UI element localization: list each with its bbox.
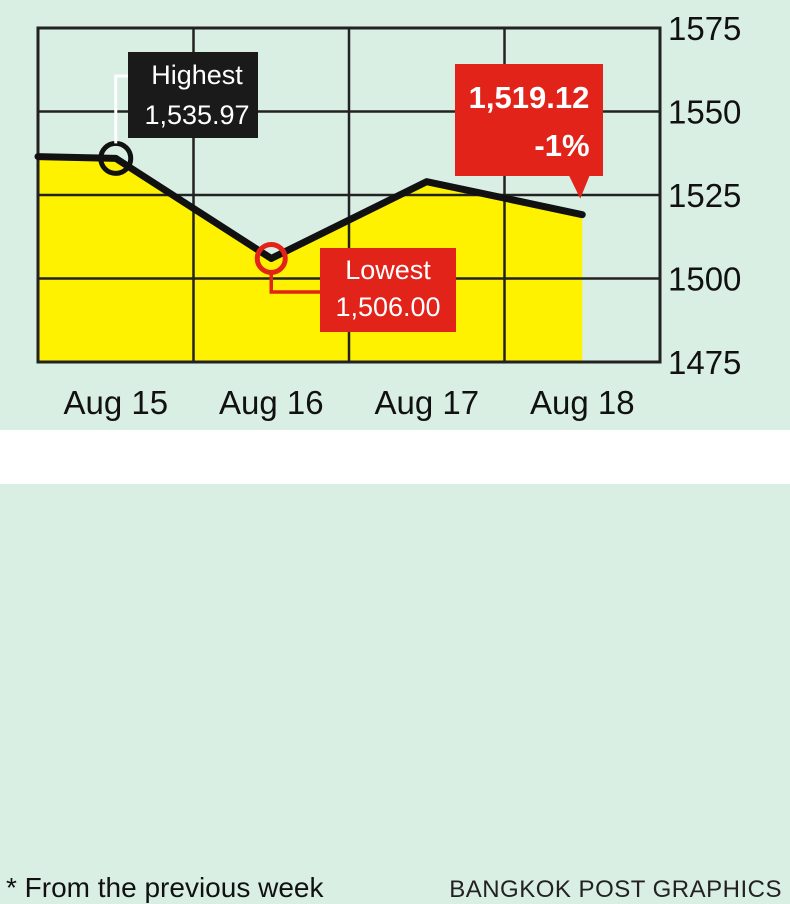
x-tick-label: Aug 16 [219, 384, 324, 421]
y-tick-label: 1475 [668, 344, 741, 381]
lowest-label: Lowest [345, 255, 431, 285]
line-area-chart: 1575 1550 1525 1500 1475 Aug 15 Aug 16 Aug 17 Au… [34, 10, 741, 421]
highest-leader [114, 74, 132, 144]
series-line [34, 153, 586, 262]
chart-figure: 1575 1550 1525 1500 1475 Aug 15 Aug 16 Aug 17 Au… [0, 10, 790, 903]
latest-callout-pointer [568, 174, 591, 199]
x-tick-label: Aug 17 [374, 384, 479, 421]
credit-text: BANGKOK POST GRAPHICS [449, 876, 782, 903]
footer-bar: * From the previous week BANGKOK POST GR… [0, 430, 790, 903]
plot-frame [36, 26, 662, 364]
lowest-leader [269, 272, 324, 294]
y-tick-label: 1575 [668, 10, 741, 47]
y-tick-label: 1550 [668, 94, 741, 131]
y-tick-label: 1500 [668, 261, 741, 298]
footnote-text: * From the previous week [6, 872, 324, 903]
y-tick-label: 1525 [668, 177, 741, 214]
lowest-marker [254, 241, 288, 275]
lowest-value: 1,506.00 [335, 292, 440, 322]
highest-label: Highest [151, 60, 243, 90]
x-tick-label: Aug 18 [530, 384, 635, 421]
latest-change: -1% [534, 128, 589, 163]
x-tick-label: Aug 15 [63, 384, 168, 421]
highest-value: 1,535.97 [144, 100, 249, 130]
latest-value: 1,519.12 [469, 80, 590, 115]
highest-callout-box [128, 52, 258, 138]
latest-callout-box [455, 64, 603, 176]
lowest-callout-box [320, 248, 456, 332]
